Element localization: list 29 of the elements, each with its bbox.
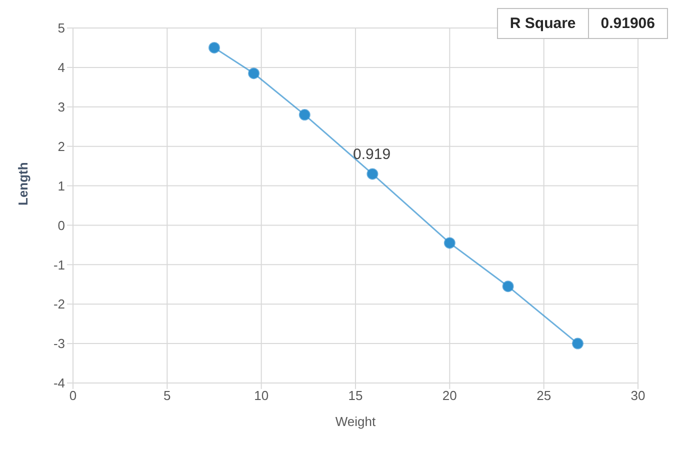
y-tick-label: 5 bbox=[58, 20, 65, 36]
point bbox=[366, 168, 378, 180]
point bbox=[444, 237, 456, 249]
x-tick-label: 25 bbox=[536, 388, 552, 404]
x-tick-label: 15 bbox=[348, 388, 363, 404]
x-axis-title: Weight bbox=[335, 414, 376, 429]
x-tick-label: 10 bbox=[254, 388, 269, 404]
x-tick-label: 30 bbox=[630, 388, 646, 404]
point bbox=[298, 109, 310, 121]
point bbox=[208, 42, 220, 54]
annotation: 0.91906 bbox=[588, 9, 667, 38]
y-axis-title: Length bbox=[16, 162, 31, 206]
annotation: R Square bbox=[508, 14, 577, 34]
annotation: 0.919 bbox=[353, 146, 391, 163]
y-tick-label: -1 bbox=[53, 257, 65, 272]
y-tick-label: 2 bbox=[58, 138, 65, 154]
y-tick-label: -3 bbox=[53, 336, 65, 352]
point bbox=[248, 68, 260, 80]
y-tick-label: -4 bbox=[53, 376, 65, 391]
point bbox=[572, 338, 584, 350]
x-tick-label: 0 bbox=[69, 388, 77, 404]
point bbox=[502, 280, 514, 292]
y-tick-label: 0 bbox=[58, 218, 65, 233]
x-tick-label: 20 bbox=[442, 388, 457, 404]
y-tick-label: 4 bbox=[58, 60, 65, 76]
x-tick-label: 5 bbox=[164, 388, 171, 404]
y-tick-label: 1 bbox=[58, 178, 65, 194]
y-tick-label: 3 bbox=[58, 100, 65, 115]
y-tick-label: -2 bbox=[53, 296, 65, 312]
